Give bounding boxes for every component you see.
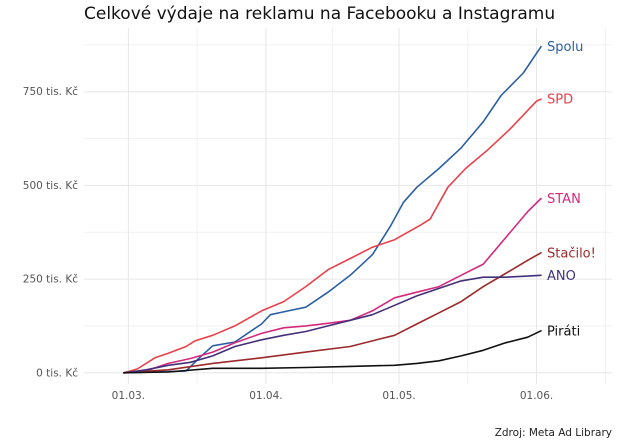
- series-label: Piráti: [547, 324, 580, 339]
- x-axis: 01.03. 01.04. 01.05. 01.06.: [112, 390, 554, 402]
- y-axis: 0 tis. Kč 250 tis. Kč 500 tis. Kč 750 tis. …: [23, 86, 78, 379]
- y-tick-label: 750 tis. Kč: [23, 86, 78, 98]
- series-label: ANO: [547, 269, 576, 284]
- series-label: STAN: [547, 192, 581, 207]
- series-line: [123, 330, 542, 374]
- y-tick-label: 250 tis. Kč: [23, 274, 78, 286]
- x-tick-label: 01.05.: [382, 390, 415, 402]
- x-tick-label: 01.06.: [520, 390, 553, 402]
- chart-caption: Zdroj: Meta Ad Library: [495, 427, 612, 439]
- chart-series: [123, 45, 542, 374]
- series-line: [123, 45, 542, 374]
- chart-title: Celkové výdaje na reklamu na Facebooku a…: [84, 4, 555, 24]
- x-tick-label: 01.04.: [249, 390, 282, 402]
- series-line: [123, 274, 542, 374]
- series-label: SPD: [547, 93, 573, 108]
- x-tick-label: 01.03.: [112, 390, 145, 402]
- series-label: Spolu: [547, 40, 583, 55]
- y-tick-label: 0 tis. Kč: [36, 367, 78, 379]
- series-line: [123, 197, 542, 374]
- series-line: [123, 98, 542, 374]
- series-labels: Spolu SPD STAN Stačilo! ANO Piráti: [547, 40, 596, 339]
- chart-grid: [84, 28, 612, 384]
- series-label: Stačilo!: [547, 246, 596, 261]
- y-tick-label: 500 tis. Kč: [23, 180, 78, 192]
